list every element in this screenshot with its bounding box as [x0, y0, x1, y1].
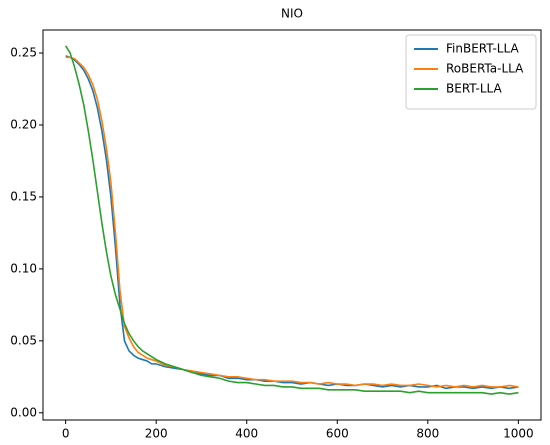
y-tick-label: 0.10: [10, 261, 37, 275]
x-tick-label: 400: [235, 427, 258, 441]
y-tick-label: 0.00: [10, 405, 37, 419]
x-tick-label: 1000: [503, 427, 534, 441]
chart-title: NIO: [281, 7, 303, 21]
x-tick-label: 0: [62, 427, 70, 441]
y-tick-label: 0.25: [10, 46, 37, 60]
y-tick-label: 0.20: [10, 117, 37, 131]
series-line: [65, 56, 519, 388]
legend-label: FinBERT-LLA: [446, 42, 519, 56]
y-tick-label: 0.15: [10, 189, 37, 203]
legend-label: RoBERTa-LLA: [446, 62, 524, 76]
y-tick-label: 0.05: [10, 333, 37, 347]
series-line: [65, 55, 519, 390]
legend-label: BERT-LLA: [446, 82, 502, 96]
x-tick-label: 200: [145, 427, 168, 441]
legend-box: [405, 34, 537, 110]
x-tick-label: 800: [416, 427, 439, 441]
x-tick-label: 600: [326, 427, 349, 441]
series-line: [64, 45, 519, 395]
plot-frame: [42, 29, 542, 421]
